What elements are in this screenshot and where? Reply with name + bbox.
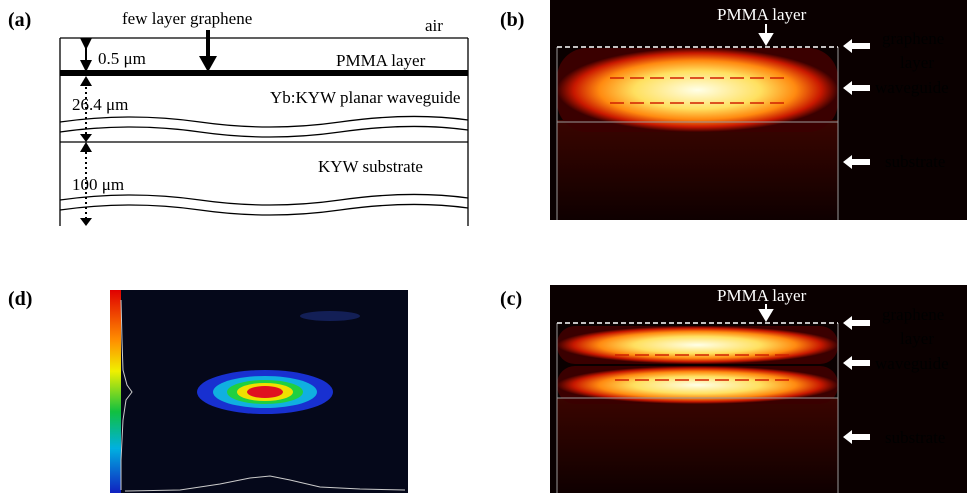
graphene-label: few layer graphene [122, 9, 252, 28]
waveguide-label: waveguide [875, 78, 949, 97]
panel-label: (b) [500, 9, 524, 31]
panel-label: (c) [500, 288, 522, 310]
layer-label: layer [900, 53, 934, 72]
figure: (a) few layer graphene air 0.5 μm PMMA l… [0, 0, 967, 493]
panel-label: (d) [8, 288, 32, 310]
panel-b: (b) PMMA layer graphene layer waveguide … [500, 0, 967, 220]
graphene-label: graphene [882, 29, 944, 48]
waveguide-thickness: 26.4 μm [72, 95, 128, 114]
substrate-label: substrate [885, 152, 945, 171]
substrate-thickness: 100 μm [72, 175, 124, 194]
waveguide-label: Yb:KYW planar waveguide [270, 88, 460, 107]
pmma-label: PMMA layer [717, 5, 807, 24]
panel-label: (a) [8, 9, 31, 31]
substrate-label: substrate [885, 428, 945, 447]
pmma-label: PMMA layer [717, 286, 807, 305]
air-label: air [425, 16, 443, 35]
panel-c: (c) PMMA layer graphene layer waveguide … [500, 285, 967, 493]
panel-d: (d) [8, 288, 408, 493]
pmma-thickness: 0.5 μm [98, 49, 146, 68]
pmma-label: PMMA layer [336, 51, 426, 70]
substrate-label: KYW substrate [318, 157, 423, 176]
waveguide-label: waveguide [875, 354, 949, 373]
panel-a: (a) few layer graphene air 0.5 μm PMMA l… [8, 9, 468, 226]
layer-label: layer [900, 329, 934, 348]
graphene-label: graphene [882, 305, 944, 324]
